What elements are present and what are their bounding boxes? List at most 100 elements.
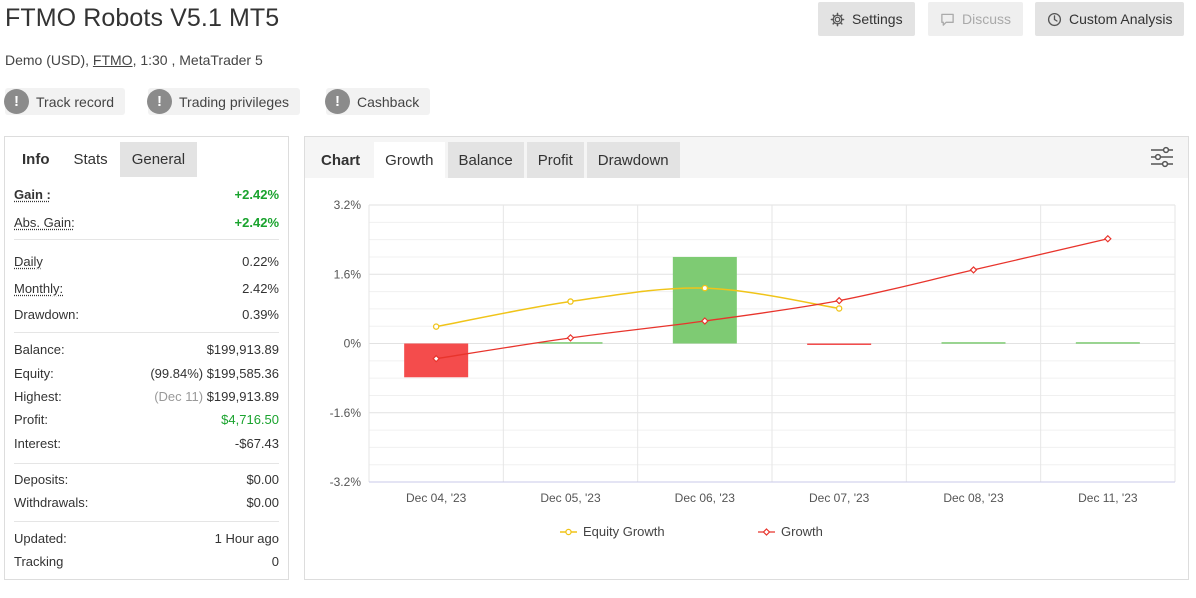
page-title: FTMO Robots V5.1 MT5 — [5, 4, 280, 32]
tab-drawdown[interactable]: Drawdown — [586, 142, 680, 178]
cashback-label: Cashback — [357, 93, 420, 110]
growth-point — [969, 266, 978, 274]
account-type: Demo (USD), — [5, 52, 93, 68]
stat-value: 2.42% — [242, 280, 279, 296]
growth-chart: 3.2% 1.6% 0% -1.6% -3.2% Dec 04, '23 Dec 05, '… — [330, 198, 1176, 539]
stat-abs-gain: Abs. Gain: +2.42% — [14, 205, 279, 239]
warning-icon: ! — [325, 89, 350, 114]
stat-equity: Equity: (99.84%) $199,585.36 — [14, 361, 279, 385]
stat-updated: Updated: 1 Hour ago — [14, 527, 279, 550]
tab-growth[interactable]: Growth — [374, 142, 445, 178]
x-tick-label: Dec 08, '23 — [943, 491, 1004, 505]
stat-value: $4,716.50 — [221, 412, 279, 427]
equity-growth-point — [432, 323, 440, 330]
track-record-pill[interactable]: ! Track record — [4, 88, 126, 115]
stat-value: 1 Hour ago — [214, 531, 279, 546]
trading-privileges-pill[interactable]: ! Trading privileges — [147, 88, 300, 115]
trading-privileges-label: Trading privileges — [179, 93, 289, 110]
legend-equity-growth: Equity Growth — [583, 524, 665, 539]
discuss-button[interactable]: Discuss — [928, 2, 1024, 36]
tab-info[interactable]: Info — [22, 151, 50, 168]
stat-label: Highest: — [14, 389, 62, 404]
stats-tabs: Info Stats General — [5, 137, 288, 177]
stat-interest: Interest: -$67.43 — [14, 431, 279, 455]
custom-analysis-button[interactable]: Custom Analysis — [1035, 2, 1185, 36]
stat-value: $199,913.89 — [206, 389, 279, 404]
stat-value: 0.39% — [242, 306, 279, 322]
equity-growth-point — [701, 284, 709, 292]
stat-value: $0.00 — [246, 495, 279, 510]
warning-icon: ! — [147, 89, 172, 114]
stat-value: +2.42% — [234, 186, 279, 202]
y-tick-label: 0% — [344, 337, 362, 351]
clock-icon — [1047, 12, 1062, 26]
y-tick-label: -1.6% — [330, 406, 362, 420]
y-tick-label: 1.6% — [334, 267, 362, 281]
tab-stats[interactable]: Stats — [73, 151, 108, 168]
legend-growth: Growth — [781, 524, 823, 539]
stat-monthly: Monthly: 2.42% — [14, 274, 279, 302]
growth-bar — [807, 343, 872, 345]
stat-label: Drawdown: — [14, 306, 80, 322]
stat-value: +2.42% — [234, 214, 279, 230]
comment-icon — [941, 13, 954, 26]
stat-label[interactable]: Abs. Gain: — [14, 214, 75, 230]
tab-general[interactable]: General — [119, 142, 198, 177]
legend-growth-marker — [762, 528, 771, 536]
sliders-icon[interactable] — [1150, 146, 1174, 168]
settings-label: Settings — [852, 11, 903, 27]
stat-label: Profit: — [14, 412, 48, 427]
stat-label[interactable]: Monthly: — [14, 280, 64, 296]
broker-link[interactable]: FTMO — [92, 52, 133, 68]
stat-value: $199,585.36 — [206, 365, 279, 381]
stat-value: -$67.43 — [234, 435, 279, 451]
gear-icon — [830, 12, 845, 26]
equity-growth-point — [567, 298, 574, 305]
stat-profit: Profit: $4,716.50 — [14, 408, 279, 431]
stat-label[interactable]: Daily — [14, 254, 43, 269]
growth-bar — [538, 342, 603, 344]
divider — [14, 332, 279, 333]
x-tick-label: Dec 11, '23 — [1078, 491, 1138, 505]
stat-label[interactable]: Gain : — [14, 186, 51, 202]
stat-label: Balance: — [14, 342, 65, 357]
stat-balance: Balance: $199,913.89 — [14, 338, 279, 361]
stat-label: Tracking — [14, 554, 64, 569]
settings-button[interactable]: Settings — [818, 2, 915, 36]
growth-point — [835, 296, 844, 305]
x-tick-label: Dec 06, '23 — [675, 491, 736, 505]
tab-chart[interactable]: Chart — [321, 151, 361, 169]
divider — [14, 463, 279, 464]
chart-panel: Chart Growth Balance Profit Drawdown 3.2… — [304, 136, 1189, 580]
discuss-label: Discuss — [962, 11, 1012, 27]
cashback-pill[interactable]: ! Cashback — [325, 88, 431, 115]
stat-tracking: Tracking 0 — [14, 550, 279, 573]
growth-point — [432, 354, 441, 363]
stat-gain: Gain : +2.42% — [14, 183, 279, 205]
equity-growth-point — [835, 305, 843, 312]
stat-highest: Highest: (Dec 11) $199,913.89 — [14, 385, 279, 408]
y-tick-label: -3.2% — [330, 475, 362, 489]
stat-daily: Daily 0.22% — [14, 249, 279, 274]
growth-point — [700, 317, 709, 325]
equity-growth-line — [436, 287, 840, 328]
growth-point — [566, 334, 575, 342]
growth-bar — [672, 256, 737, 344]
tab-balance[interactable]: Balance — [447, 142, 524, 178]
stat-label: Deposits: — [14, 472, 69, 487]
stats-list: Gain : +2.42% Abs. Gain: +2.42% Daily 0.… — [14, 183, 279, 573]
highest-date: (Dec 11) — [154, 389, 204, 404]
stat-value: 0 — [271, 554, 279, 569]
custom-analysis-label: Custom Analysis — [1069, 11, 1173, 27]
tab-profit[interactable]: Profit — [526, 142, 584, 178]
growth-bar — [1075, 342, 1140, 344]
account-subtitle: Demo (USD), FTMO, 1:30 , MetaTrader 5 — [5, 52, 263, 68]
stats-panel: Info Stats General Gain : +2.42% Abs. Ga… — [4, 136, 289, 580]
y-tick-label: 3.2% — [334, 198, 362, 212]
stat-drawdown: Drawdown: 0.39% — [14, 302, 279, 326]
divider — [14, 239, 279, 240]
stat-deposits: Deposits: $0.00 — [14, 468, 279, 491]
stat-value: 0.22% — [242, 254, 279, 269]
warning-icon: ! — [4, 89, 29, 114]
growth-line — [436, 238, 1108, 360]
